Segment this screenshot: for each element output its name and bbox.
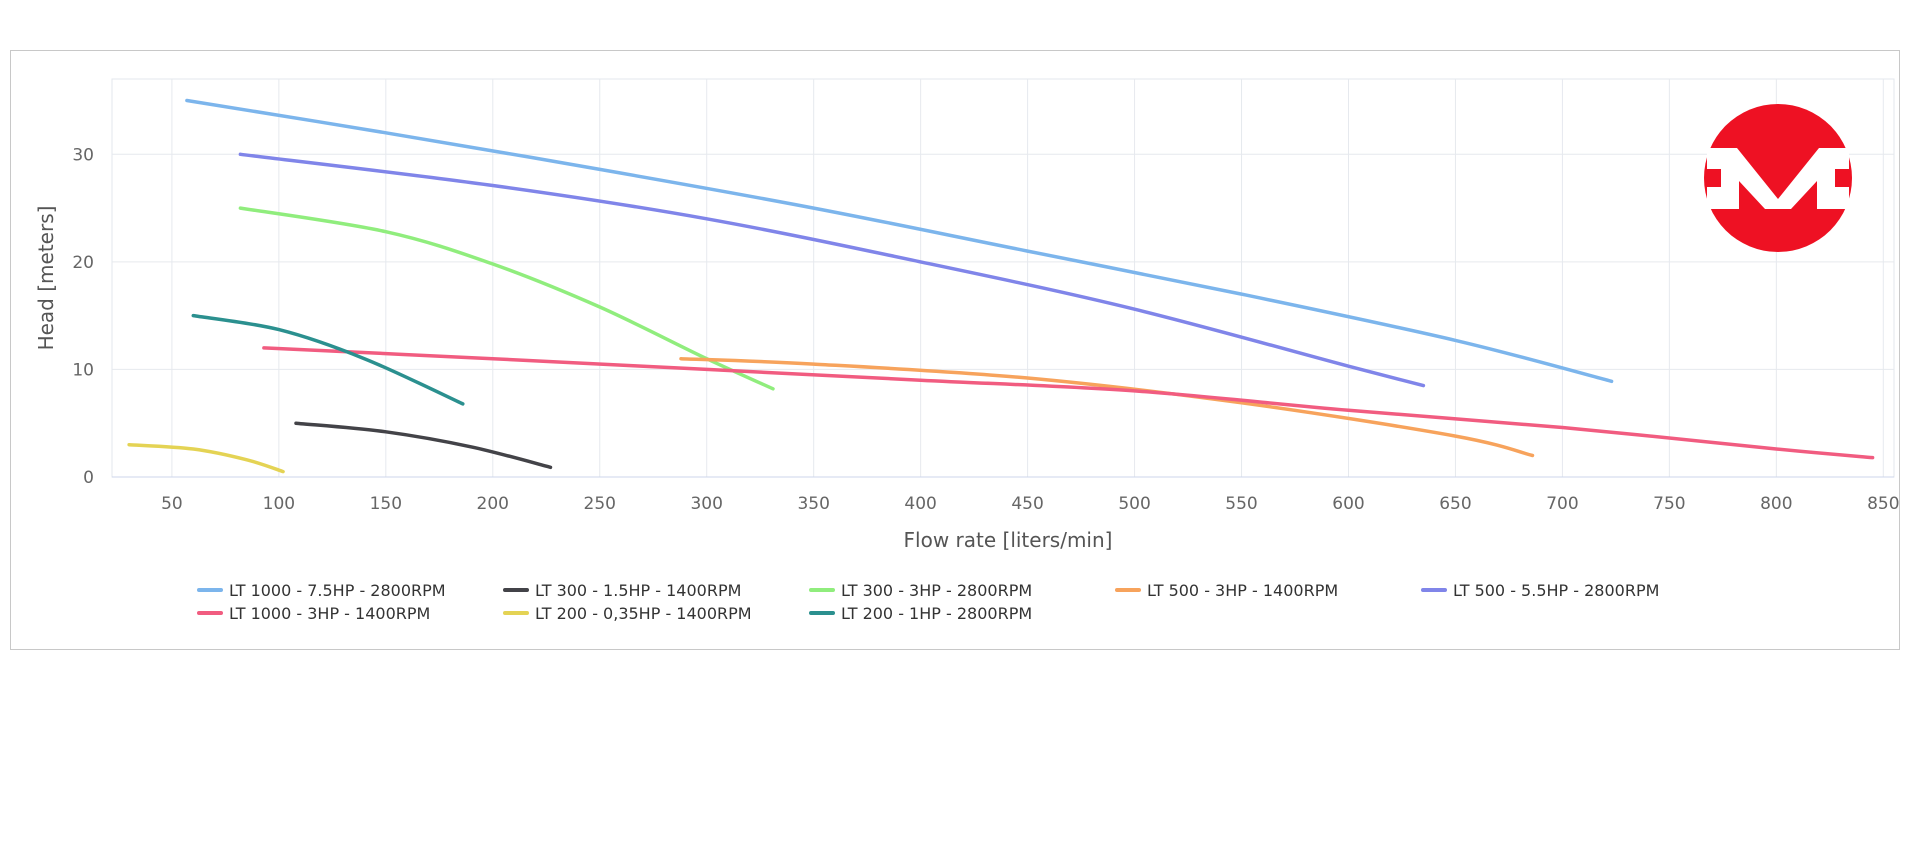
pump-curve-chart: 0 10 20 30 50 100 150 200 250 300 350 400 450 500 550… <box>34 78 1899 623</box>
series-line-8[interactable] <box>191 313 465 406</box>
x-tick-label: 700 <box>1546 494 1578 514</box>
series-line-2[interactable] <box>294 421 553 470</box>
x-tick-label: 100 <box>263 494 295 514</box>
y-axis-ticks: 0 10 20 30 <box>72 145 94 488</box>
legend-item[interactable]: LT 500 - 5.5HP - 2800RPM <box>1421 581 1659 600</box>
x-tick-label: 650 <box>1439 494 1471 514</box>
y-tick-label: 30 <box>72 145 94 165</box>
x-tick-label: 600 <box>1332 494 1364 514</box>
x-tick-label: 350 <box>797 494 829 514</box>
legend-item[interactable]: LT 300 - 1.5HP - 1400RPM <box>503 581 741 600</box>
x-tick-label: 450 <box>1011 494 1043 514</box>
legend: LT 1000 - 7.5HP - 2800RPM LT 300 - 1.5HP … <box>197 581 1659 623</box>
x-axis-ticks: 50 100 150 200 250 300 350 400 450 500 550 600 650 70… <box>161 494 1899 514</box>
x-tick-label: 850 <box>1867 494 1899 514</box>
x-tick-label: 50 <box>161 494 183 514</box>
legend-item[interactable]: LT 1000 - 7.5HP - 2800RPM <box>197 581 446 600</box>
legend-label: LT 500 - 5.5HP - 2800RPM <box>1453 581 1659 600</box>
legend-label: LT 1000 - 7.5HP - 2800RPM <box>229 581 446 600</box>
legend-label: LT 1000 - 3HP - 1400RPM <box>229 604 430 623</box>
x-tick-label: 800 <box>1760 494 1792 514</box>
y-tick-label: 0 <box>83 468 94 488</box>
legend-item[interactable]: LT 500 - 3HP - 1400RPM <box>1115 581 1338 600</box>
grid <box>111 78 1895 478</box>
y-tick-label: 20 <box>72 253 94 273</box>
legend-item[interactable]: LT 200 - 1HP - 2800RPM <box>809 604 1032 623</box>
series-lines <box>127 98 1875 474</box>
series-line-1[interactable] <box>185 98 1614 384</box>
legend-label: LT 300 - 3HP - 2800RPM <box>841 581 1032 600</box>
x-tick-label: 750 <box>1653 494 1685 514</box>
legend-label: LT 500 - 3HP - 1400RPM <box>1147 581 1338 600</box>
y-tick-label: 10 <box>72 360 94 380</box>
legend-label: LT 200 - 1HP - 2800RPM <box>841 604 1032 623</box>
legend-item[interactable]: LT 200 - 0,35HP - 1400RPM <box>503 604 752 623</box>
series-line-3[interactable] <box>238 206 775 391</box>
x-axis-title: Flow rate [liters/min] <box>904 528 1113 552</box>
chart-container: 0 10 20 30 50 100 150 200 250 300 350 400 450 500 550… <box>10 50 1900 650</box>
x-tick-label: 250 <box>584 494 616 514</box>
legend-label: LT 200 - 0,35HP - 1400RPM <box>535 604 752 623</box>
series-line-4[interactable] <box>679 356 1535 458</box>
legend-item[interactable]: LT 300 - 3HP - 2800RPM <box>809 581 1032 600</box>
x-tick-label: 550 <box>1225 494 1257 514</box>
x-tick-label: 300 <box>690 494 722 514</box>
x-tick-label: 500 <box>1118 494 1150 514</box>
series-line-5[interactable] <box>238 152 1426 388</box>
x-tick-label: 400 <box>904 494 936 514</box>
x-tick-label: 200 <box>477 494 509 514</box>
brand-logo-icon <box>1704 104 1852 252</box>
y-axis-title: Head [meters] <box>34 206 58 351</box>
series-line-7[interactable] <box>127 442 285 474</box>
legend-label: LT 300 - 1.5HP - 1400RPM <box>535 581 741 600</box>
legend-item[interactable]: LT 1000 - 3HP - 1400RPM <box>197 604 430 623</box>
series-line-6[interactable] <box>262 346 1875 460</box>
x-tick-label: 150 <box>370 494 402 514</box>
